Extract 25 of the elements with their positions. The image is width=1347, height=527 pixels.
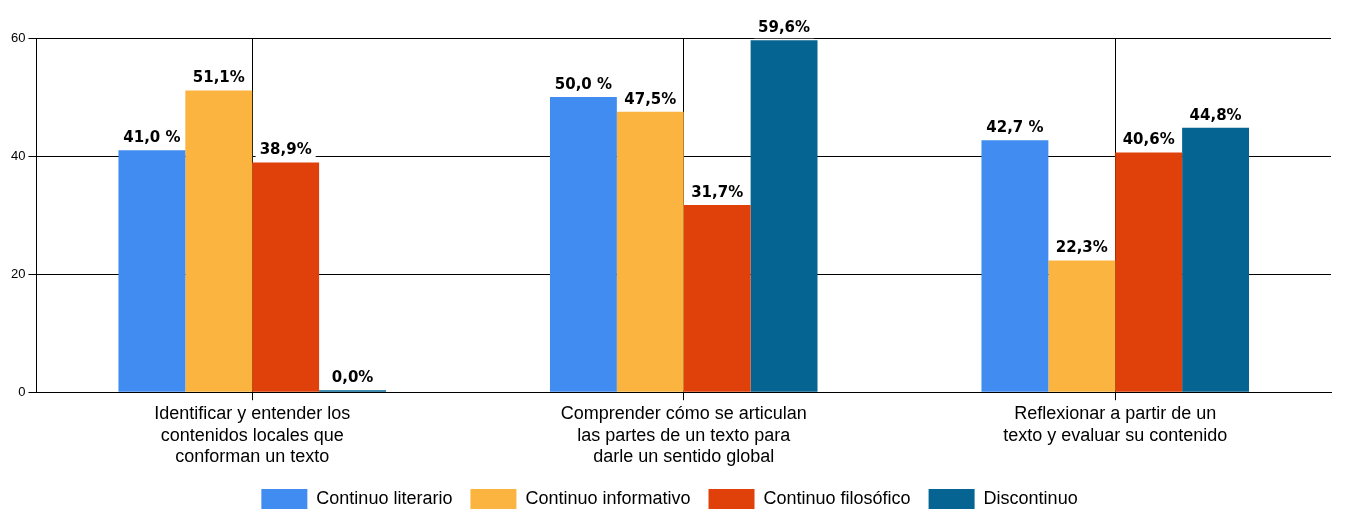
data-label: 41,0 % <box>123 128 181 147</box>
data-label: 44,8% <box>1189 105 1242 124</box>
data-label: 59,6% <box>758 18 811 37</box>
data-label: 50,0 % <box>554 74 613 93</box>
data-label: 22,3% <box>1055 238 1108 257</box>
y-tick-label: 60 <box>10 29 26 45</box>
y-tick-label: 20 <box>10 265 26 281</box>
x-tick-label: Identificar y entender los contenidos locales que conforman un texto <box>154 402 351 467</box>
data-label: 0,0% <box>331 368 374 387</box>
x-tick-label: Reflexionar a partir de un texto y evaluar su contenido <box>1003 402 1228 445</box>
data-label: 40,6% <box>1122 130 1175 149</box>
x-tick-label: Comprender cómo se articulan las partes de un texto para darle un sentido global <box>560 402 807 467</box>
legend-label: Continuo literario <box>316 487 453 508</box>
y-tick-label: 40 <box>10 147 26 163</box>
data-label: 42,7 % <box>986 118 1044 137</box>
data-label: 38,9% <box>259 140 312 159</box>
data-label: 31,7% <box>691 182 744 201</box>
bar <box>252 162 320 392</box>
data-label: 47,5% <box>624 89 677 108</box>
legend-label: Continuo informativo <box>525 487 691 508</box>
legend-label: Discontinuo <box>983 487 1078 508</box>
bar <box>750 40 818 392</box>
legend-label: Continuo filosófico <box>763 487 911 508</box>
data-label: 51,1% <box>192 68 245 87</box>
y-tick-label: 0 <box>18 383 26 399</box>
